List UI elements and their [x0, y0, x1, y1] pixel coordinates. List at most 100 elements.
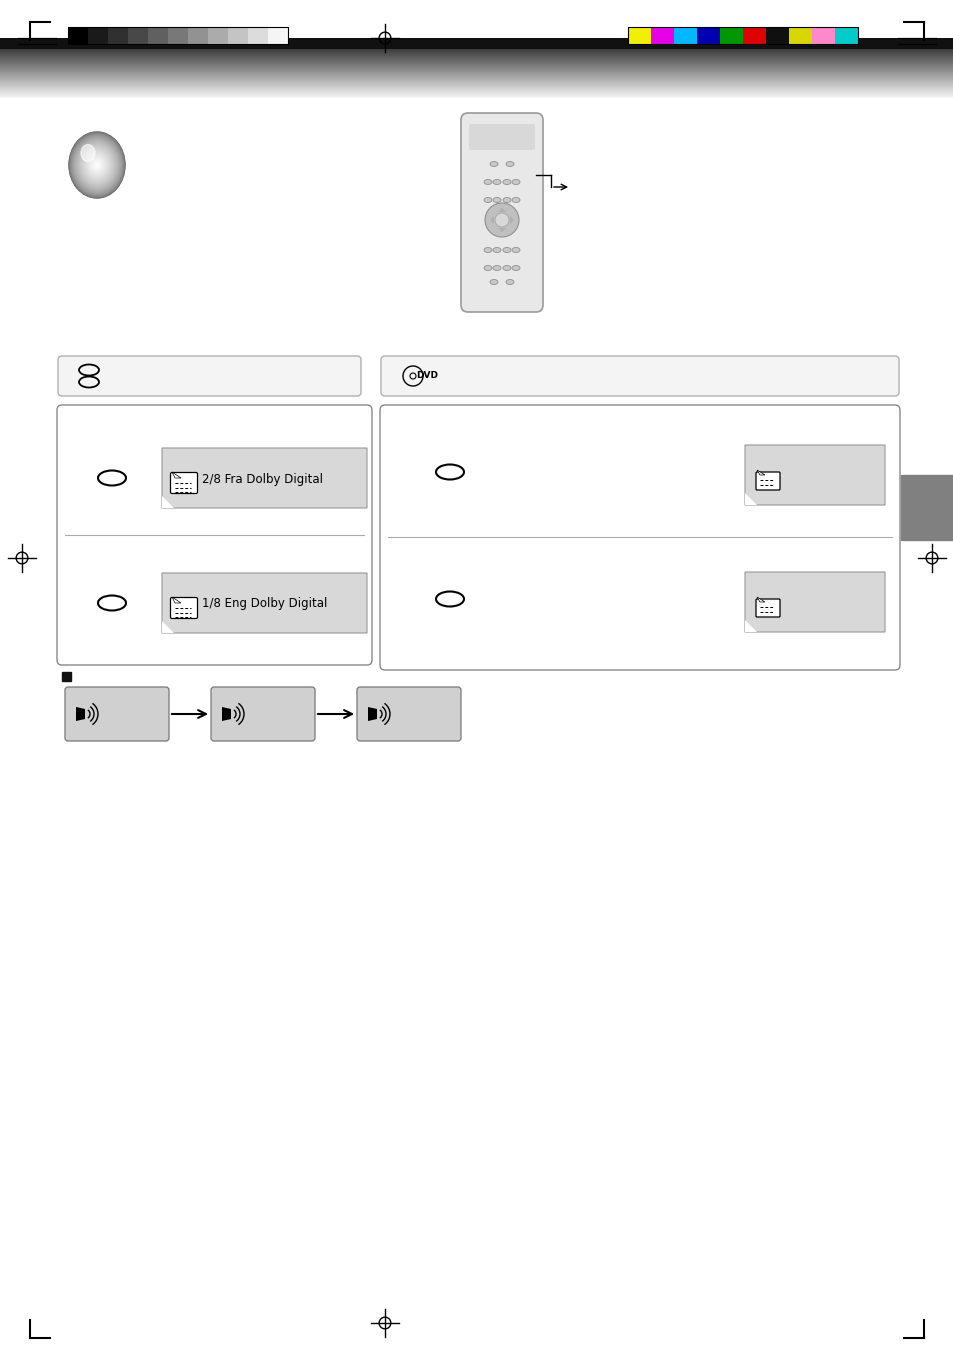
Ellipse shape — [512, 247, 519, 253]
Bar — [268, 27, 288, 45]
Ellipse shape — [95, 163, 98, 166]
Ellipse shape — [502, 180, 511, 185]
Ellipse shape — [75, 139, 119, 190]
Ellipse shape — [86, 151, 109, 178]
Bar — [148, 27, 168, 45]
Ellipse shape — [493, 197, 500, 203]
FancyBboxPatch shape — [460, 113, 542, 312]
Polygon shape — [368, 707, 376, 721]
Ellipse shape — [77, 142, 117, 189]
Ellipse shape — [91, 157, 104, 173]
Ellipse shape — [86, 151, 108, 178]
Ellipse shape — [502, 247, 511, 253]
Ellipse shape — [79, 143, 115, 186]
Ellipse shape — [483, 247, 492, 253]
Ellipse shape — [78, 143, 115, 188]
Ellipse shape — [72, 136, 121, 193]
Bar — [697, 27, 720, 45]
FancyBboxPatch shape — [57, 405, 372, 665]
FancyBboxPatch shape — [744, 444, 884, 505]
Ellipse shape — [77, 142, 116, 188]
Ellipse shape — [505, 280, 514, 285]
Ellipse shape — [493, 180, 500, 185]
Ellipse shape — [94, 162, 99, 168]
Ellipse shape — [71, 135, 122, 195]
Ellipse shape — [82, 147, 112, 182]
Ellipse shape — [91, 158, 102, 172]
Ellipse shape — [483, 266, 492, 270]
Ellipse shape — [490, 280, 497, 285]
Polygon shape — [744, 493, 757, 505]
Ellipse shape — [85, 150, 110, 180]
Polygon shape — [490, 216, 494, 224]
Bar — [62, 671, 71, 681]
Ellipse shape — [74, 139, 119, 192]
Ellipse shape — [91, 159, 102, 172]
Ellipse shape — [83, 149, 111, 181]
Text: 2/8 Fra Dolby Digital: 2/8 Fra Dolby Digital — [202, 473, 323, 485]
Ellipse shape — [73, 136, 121, 193]
Ellipse shape — [76, 141, 118, 189]
Ellipse shape — [95, 162, 99, 168]
Bar — [88, 27, 108, 45]
Ellipse shape — [89, 155, 105, 174]
Ellipse shape — [95, 163, 98, 168]
Ellipse shape — [76, 141, 117, 189]
Ellipse shape — [92, 161, 101, 170]
Bar — [0, 38, 953, 49]
Ellipse shape — [84, 150, 110, 180]
Bar — [208, 27, 228, 45]
FancyBboxPatch shape — [755, 471, 780, 490]
Bar — [742, 27, 765, 45]
Ellipse shape — [76, 141, 117, 189]
Bar — [627, 27, 857, 45]
Ellipse shape — [71, 134, 124, 196]
Ellipse shape — [502, 266, 511, 270]
Ellipse shape — [91, 158, 103, 173]
Ellipse shape — [70, 134, 124, 197]
Bar — [248, 27, 268, 45]
Ellipse shape — [87, 153, 108, 177]
FancyBboxPatch shape — [469, 124, 535, 150]
Ellipse shape — [92, 159, 101, 170]
Polygon shape — [757, 597, 764, 603]
Ellipse shape — [93, 161, 100, 169]
Bar — [627, 27, 650, 45]
Ellipse shape — [96, 163, 98, 166]
Ellipse shape — [82, 147, 112, 182]
Ellipse shape — [70, 132, 125, 197]
Ellipse shape — [512, 266, 519, 270]
Ellipse shape — [83, 149, 111, 181]
Bar — [765, 27, 788, 45]
Ellipse shape — [490, 162, 497, 166]
Polygon shape — [172, 597, 181, 603]
Ellipse shape — [81, 146, 113, 184]
Ellipse shape — [505, 162, 514, 166]
Ellipse shape — [93, 161, 101, 169]
FancyBboxPatch shape — [162, 449, 367, 508]
Circle shape — [484, 203, 518, 236]
Ellipse shape — [72, 135, 122, 195]
Ellipse shape — [71, 134, 123, 196]
Ellipse shape — [94, 162, 100, 169]
Ellipse shape — [88, 154, 107, 176]
Ellipse shape — [75, 139, 118, 190]
Polygon shape — [510, 216, 514, 224]
Ellipse shape — [92, 159, 102, 170]
Ellipse shape — [81, 145, 95, 162]
Polygon shape — [76, 707, 85, 721]
FancyBboxPatch shape — [171, 473, 197, 493]
Bar — [168, 27, 188, 45]
Polygon shape — [162, 496, 173, 508]
Bar — [720, 27, 742, 45]
Ellipse shape — [78, 142, 116, 188]
Ellipse shape — [80, 145, 114, 185]
Ellipse shape — [85, 150, 109, 180]
Bar — [68, 27, 288, 45]
Ellipse shape — [85, 151, 109, 178]
Text: 1/8 Eng Dolby Digital: 1/8 Eng Dolby Digital — [202, 597, 327, 611]
Ellipse shape — [90, 155, 105, 174]
Ellipse shape — [89, 155, 105, 174]
Polygon shape — [497, 208, 505, 212]
Bar — [834, 27, 857, 45]
